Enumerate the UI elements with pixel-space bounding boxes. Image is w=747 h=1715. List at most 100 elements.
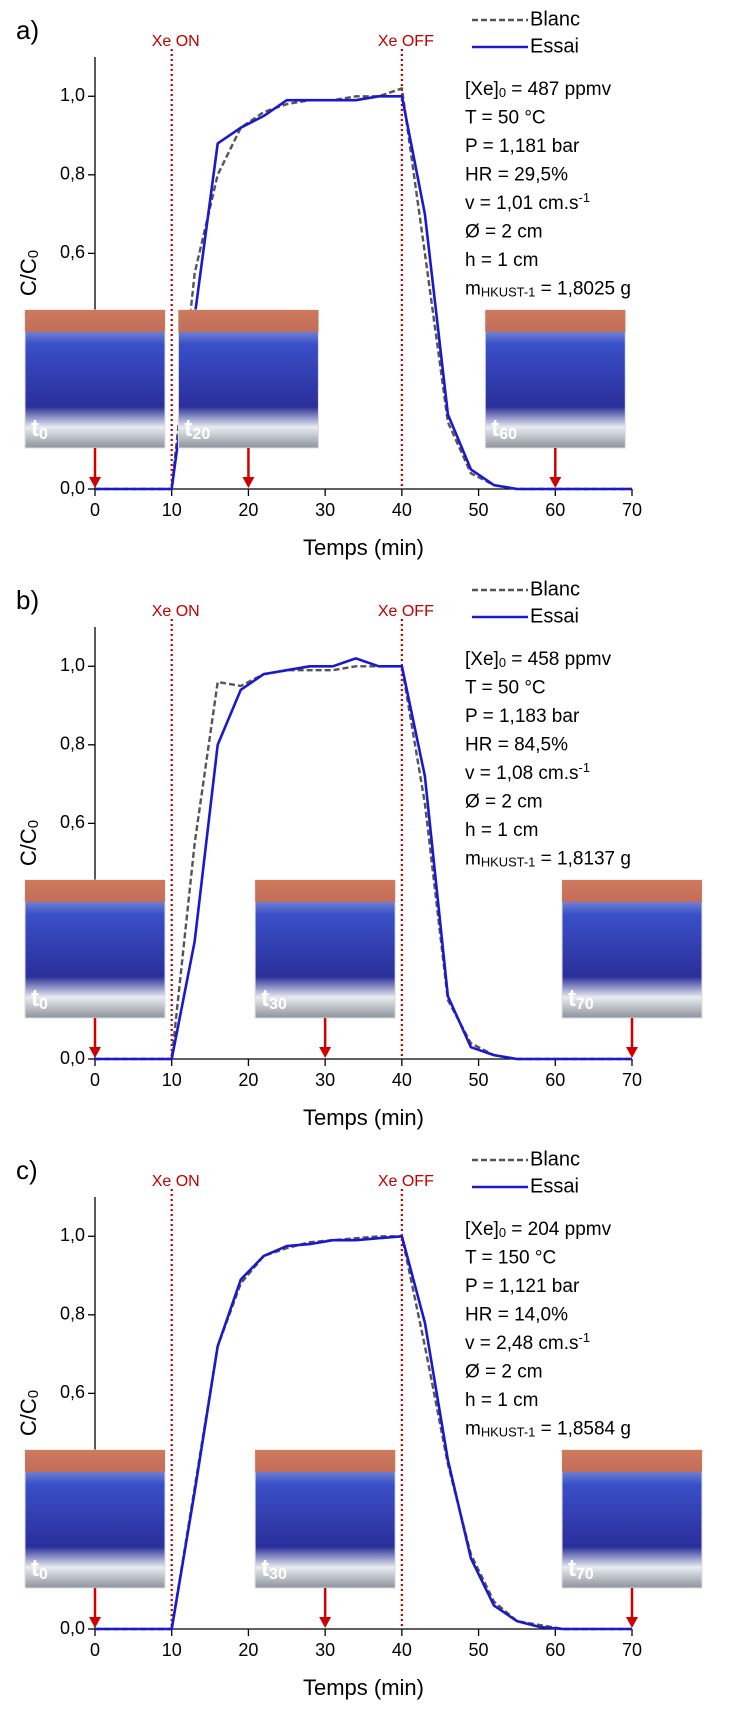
legend-label: Blanc — [530, 8, 580, 30]
photo-label-text: t — [261, 985, 269, 1012]
parameter-line: T = 150 °C — [465, 1248, 556, 1269]
photo — [484, 309, 626, 449]
photo-label-text: t — [31, 1555, 39, 1582]
parameter-line: v = 1,01 cm.s-1 — [465, 190, 590, 214]
photo-arrowhead — [626, 1617, 638, 1628]
parameter-line: P = 1,121 bar — [465, 1276, 580, 1297]
parameter-line: Ø = 2 cm — [465, 1362, 543, 1383]
data-line — [95, 657, 632, 1061]
panel: 0 10 20 30 40 50 60 70 0,0 0,6 0,8 1,0 Temps (min) C/… — [16, 578, 703, 1130]
x-axis-title: Temps (min) — [303, 535, 424, 560]
panel: 0 10 20 30 40 50 60 70 0,0 0,6 0,8 1,0 Temps (min) C/… — [16, 8, 642, 560]
panel-label: a) — [16, 15, 39, 45]
y-axis-title: C/C0 — [16, 250, 43, 296]
y-tick-label: 1,0 — [60, 655, 85, 675]
supscript: -1 — [579, 1330, 590, 1345]
text-part: v = 1,01 cm.s — [465, 193, 579, 214]
x-tick-label: 40 — [392, 1640, 412, 1660]
legend-label: Essai — [530, 35, 579, 57]
parameter-line: HR = 14,0% — [465, 1305, 568, 1326]
parameter-line: P = 1,181 bar — [465, 136, 580, 157]
supscript: -1 — [579, 190, 590, 205]
parameter-line: h = 1 cm — [465, 250, 538, 271]
subscript: 0 — [499, 655, 506, 670]
y-axis-title: C/C0 — [16, 1390, 43, 1436]
photo-label-sub: 30 — [269, 1566, 287, 1583]
x-tick-label: 0 — [90, 1070, 100, 1090]
photo-cap — [25, 1450, 165, 1472]
text-part: = 458 ppmv — [506, 649, 612, 670]
text-part: C/C — [16, 1398, 41, 1436]
x-tick-label: 40 — [392, 1070, 412, 1090]
photo-label-text: t — [31, 415, 39, 442]
parameter-line: [Xe]0 = 458 ppmv — [465, 649, 612, 670]
y-tick-label: 0,0 — [60, 1048, 85, 1068]
text-part: v = 2,48 cm.s — [465, 1333, 579, 1354]
photo-label-text: t — [184, 415, 192, 442]
parameter-line: h = 1 cm — [465, 1390, 538, 1411]
photo-arrowhead — [549, 477, 562, 488]
x-tick-label: 40 — [392, 500, 412, 520]
x-axis-title: Temps (min) — [303, 1105, 424, 1130]
y-tick-label: 0,0 — [60, 478, 85, 498]
photo-label: t60 — [491, 415, 517, 443]
photo-cap — [485, 310, 626, 332]
photo-label: t0 — [31, 415, 48, 443]
parameter-line: mHKUST-1 = 1,8137 g — [465, 849, 631, 870]
text-part: HR = 14,0% — [465, 1305, 568, 1326]
photo-cap — [562, 1450, 702, 1472]
text-part: P = 1,181 bar — [465, 136, 580, 157]
text-part: P = 1,121 bar — [465, 1276, 580, 1297]
x-tick-label: 0 — [90, 1640, 100, 1660]
text-part: m — [465, 849, 481, 870]
y-tick-label: 1,0 — [60, 1225, 85, 1245]
photo-arrowhead — [89, 1047, 101, 1058]
photo-cap — [255, 880, 396, 902]
photo-label-text: t — [31, 985, 39, 1012]
parameter-line: HR = 29,5% — [465, 165, 568, 186]
parameter-line: T = 50 °C — [465, 678, 546, 699]
y-tick-label: 0,8 — [60, 164, 85, 184]
photo-label-sub: 30 — [269, 996, 287, 1013]
subscript: HKUST-1 — [481, 285, 536, 300]
parameter-line: HR = 84,5% — [465, 735, 568, 756]
x-tick-label: 50 — [469, 500, 489, 520]
x-tick-label: 10 — [162, 1070, 182, 1090]
photo-arrowhead — [626, 1047, 638, 1058]
event-label: Xe ON — [152, 603, 200, 620]
y-tick-label: 0,8 — [60, 734, 85, 754]
photo-label: t70 — [568, 1555, 594, 1583]
supscript: -1 — [579, 760, 590, 775]
parameter-line: Ø = 2 cm — [465, 792, 543, 813]
panel-label: c) — [16, 1155, 38, 1185]
legend-label: Blanc — [530, 1148, 580, 1170]
subscript: 0 — [499, 85, 506, 100]
data-line — [95, 95, 632, 491]
y-tick-label: 0,6 — [60, 1382, 85, 1402]
photo-label-text: t — [568, 1555, 576, 1582]
y-tick-label: 0,6 — [60, 242, 85, 262]
text-part: h = 1 cm — [465, 250, 538, 271]
y-tick-label: 1,0 — [60, 85, 85, 105]
event-label: Xe ON — [152, 33, 200, 50]
text-part: m — [465, 1419, 481, 1440]
x-tick-label: 60 — [545, 1640, 565, 1660]
text-part: = 487 ppmv — [506, 79, 612, 100]
subscript: HKUST-1 — [481, 855, 536, 870]
text-part: T = 50 °C — [465, 678, 546, 699]
photo-cap — [255, 1450, 396, 1472]
parameter-line: T = 50 °C — [465, 108, 546, 129]
event-label: Xe OFF — [378, 1173, 434, 1190]
photo-arrowhead — [89, 1617, 101, 1628]
x-tick-label: 50 — [469, 1070, 489, 1090]
subscript: HKUST-1 — [481, 1425, 536, 1440]
x-tick-label: 60 — [545, 500, 565, 520]
text-part: C/C — [16, 258, 41, 296]
photo-label-sub: 20 — [192, 426, 210, 443]
photo — [561, 1449, 703, 1589]
x-tick-label: 20 — [238, 1640, 258, 1660]
x-tick-label: 30 — [315, 1640, 335, 1660]
text-part: = 1,8025 g — [535, 279, 631, 300]
x-tick-label: 10 — [162, 500, 182, 520]
